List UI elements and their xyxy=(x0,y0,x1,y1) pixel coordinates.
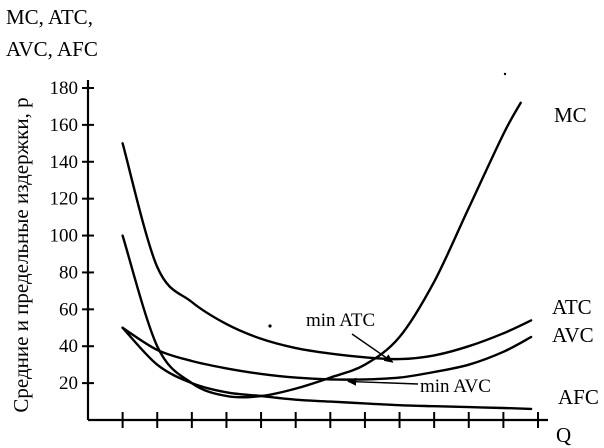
y-axis-title: Средние и предельные издержки, р xyxy=(9,97,33,412)
annotation-min-avc: min AVC xyxy=(420,376,491,397)
x-axis-title: Q xyxy=(556,423,571,447)
series-atc-label: ATC xyxy=(552,295,592,319)
y-tick-label: 60 xyxy=(59,299,78,320)
y-tick-label: 180 xyxy=(50,78,79,99)
y-tick-label: 20 xyxy=(59,373,78,394)
stray-dot xyxy=(268,324,272,328)
title-line-1: MC, ATC, xyxy=(6,5,93,29)
title-line-2: AVC, AFC xyxy=(6,37,98,61)
x-ticks xyxy=(121,412,539,428)
series-afc-label: AFC xyxy=(558,385,599,409)
y-tick-label: 160 xyxy=(50,115,79,136)
y-tick-label: 80 xyxy=(59,262,78,283)
series-avc-label: AVC xyxy=(552,323,594,347)
series-atc-curve xyxy=(121,142,533,361)
y-ticks: 20 40 60 80 100 120 140 160 180 xyxy=(50,78,94,394)
y-tick-label: 100 xyxy=(50,226,79,247)
series-mc-label: MC xyxy=(554,103,587,127)
series-labels: MC ATC AVC AFC xyxy=(552,103,599,409)
axes xyxy=(86,80,548,422)
series-avc-curve xyxy=(121,326,533,381)
y-tick-label: 140 xyxy=(50,152,79,173)
annotation-min-avc-arrow xyxy=(347,377,419,386)
series-curves xyxy=(121,101,533,411)
y-tick-label: 120 xyxy=(50,189,79,210)
title: MC, ATC, AVC, AFC xyxy=(6,5,98,61)
stray-dot xyxy=(503,72,507,76)
y-tick-label: 40 xyxy=(59,336,78,357)
annotation-min-atc: min ATC xyxy=(306,310,375,331)
series-afc-curve xyxy=(121,326,533,411)
annotations: min ATC min AVC xyxy=(306,310,491,397)
annotation-min-atc-arrow xyxy=(351,333,394,363)
